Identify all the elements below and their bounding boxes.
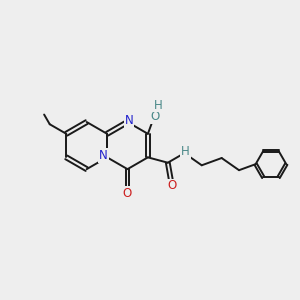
Text: N: N [99, 149, 108, 162]
Text: H: H [181, 146, 190, 158]
Text: H: H [154, 98, 163, 112]
Text: O: O [150, 110, 159, 123]
Text: O: O [123, 187, 132, 200]
Text: O: O [167, 179, 176, 193]
Text: N: N [124, 114, 133, 127]
